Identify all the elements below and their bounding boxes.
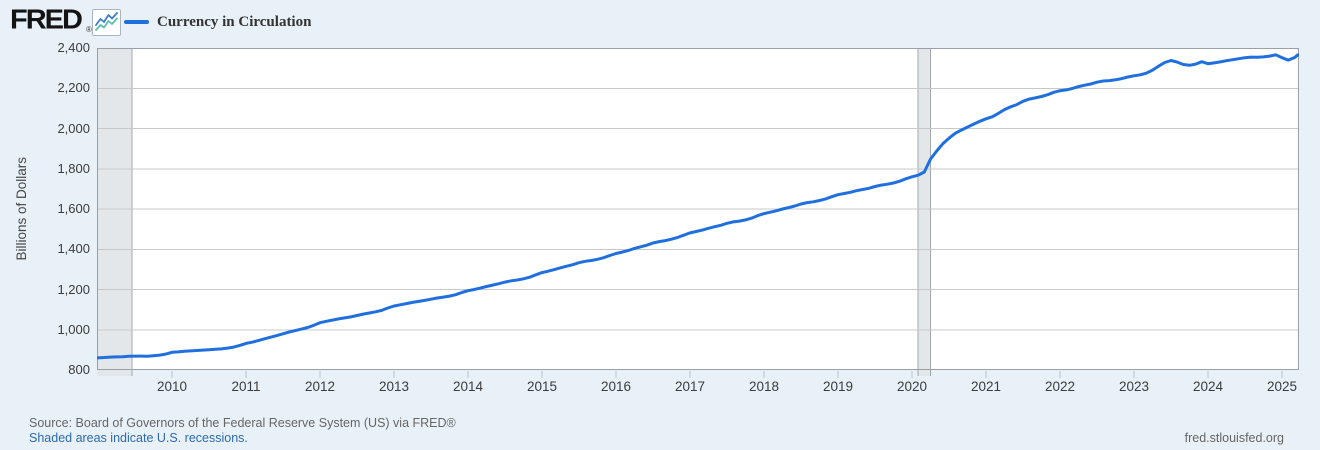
series-line [97,53,1299,360]
fred-logo[interactable]: FRED [10,4,83,36]
x-tick-label: 2011 [231,379,261,394]
registered-trademark-mark: ® [86,25,92,34]
y-tick-label: 1,200 [57,281,90,297]
recession-band [97,48,133,376]
x-tick-label: 2024 [1192,379,1224,394]
legend-series-label: Currency in Circulation [157,13,312,30]
x-tick-label: 2014 [452,379,484,394]
legend: Currency in Circulation [124,10,311,34]
y-tick-label: 2,400 [57,40,90,55]
y-tick-label: 1,800 [57,160,90,176]
y-axis-title-wrap: Billions of Dollars [8,48,34,370]
y-tick-label: 1,600 [57,201,90,216]
source-attribution: Source: Board of Governors of the Federa… [29,416,456,430]
x-tick-label: 2016 [600,379,632,394]
x-tick-label: 2025 [1266,379,1298,394]
x-tick-label: 2015 [526,379,558,394]
fred-site-url[interactable]: fred.stlouisfed.org [1184,431,1284,445]
y-axis-title: Billions of Dollars [13,157,29,261]
y-tick-label: 2,000 [57,120,90,136]
y-tick-label: 1,400 [57,241,90,257]
fred-chart-icon [92,9,121,36]
x-tick-label: 2017 [674,379,706,394]
x-tick-label: 2013 [378,379,410,394]
legend-line-swatch [124,20,149,24]
x-tick-label: 2018 [748,379,780,394]
x-tick-label: 2023 [1118,379,1150,394]
x-tick-label: 2010 [156,379,188,394]
y-tick-label: 1,000 [57,321,90,337]
y-tick-label: 800 [68,362,90,377]
x-tick-label: 2019 [822,379,854,394]
x-tick-label: 2012 [304,379,336,394]
x-tick-label: 2022 [1044,379,1076,394]
y-tick-label: 2,200 [57,80,90,96]
x-tick-label: 2020 [896,379,928,394]
recession-note-link[interactable]: Shaded areas indicate U.S. recessions. [29,431,248,445]
x-tick-label: 2021 [970,379,1002,394]
plot-border [97,48,1299,370]
header: FRED ® Currency in Circulation [0,0,1320,44]
recession-band [918,48,931,376]
chart-canvas[interactable] [97,48,1299,380]
